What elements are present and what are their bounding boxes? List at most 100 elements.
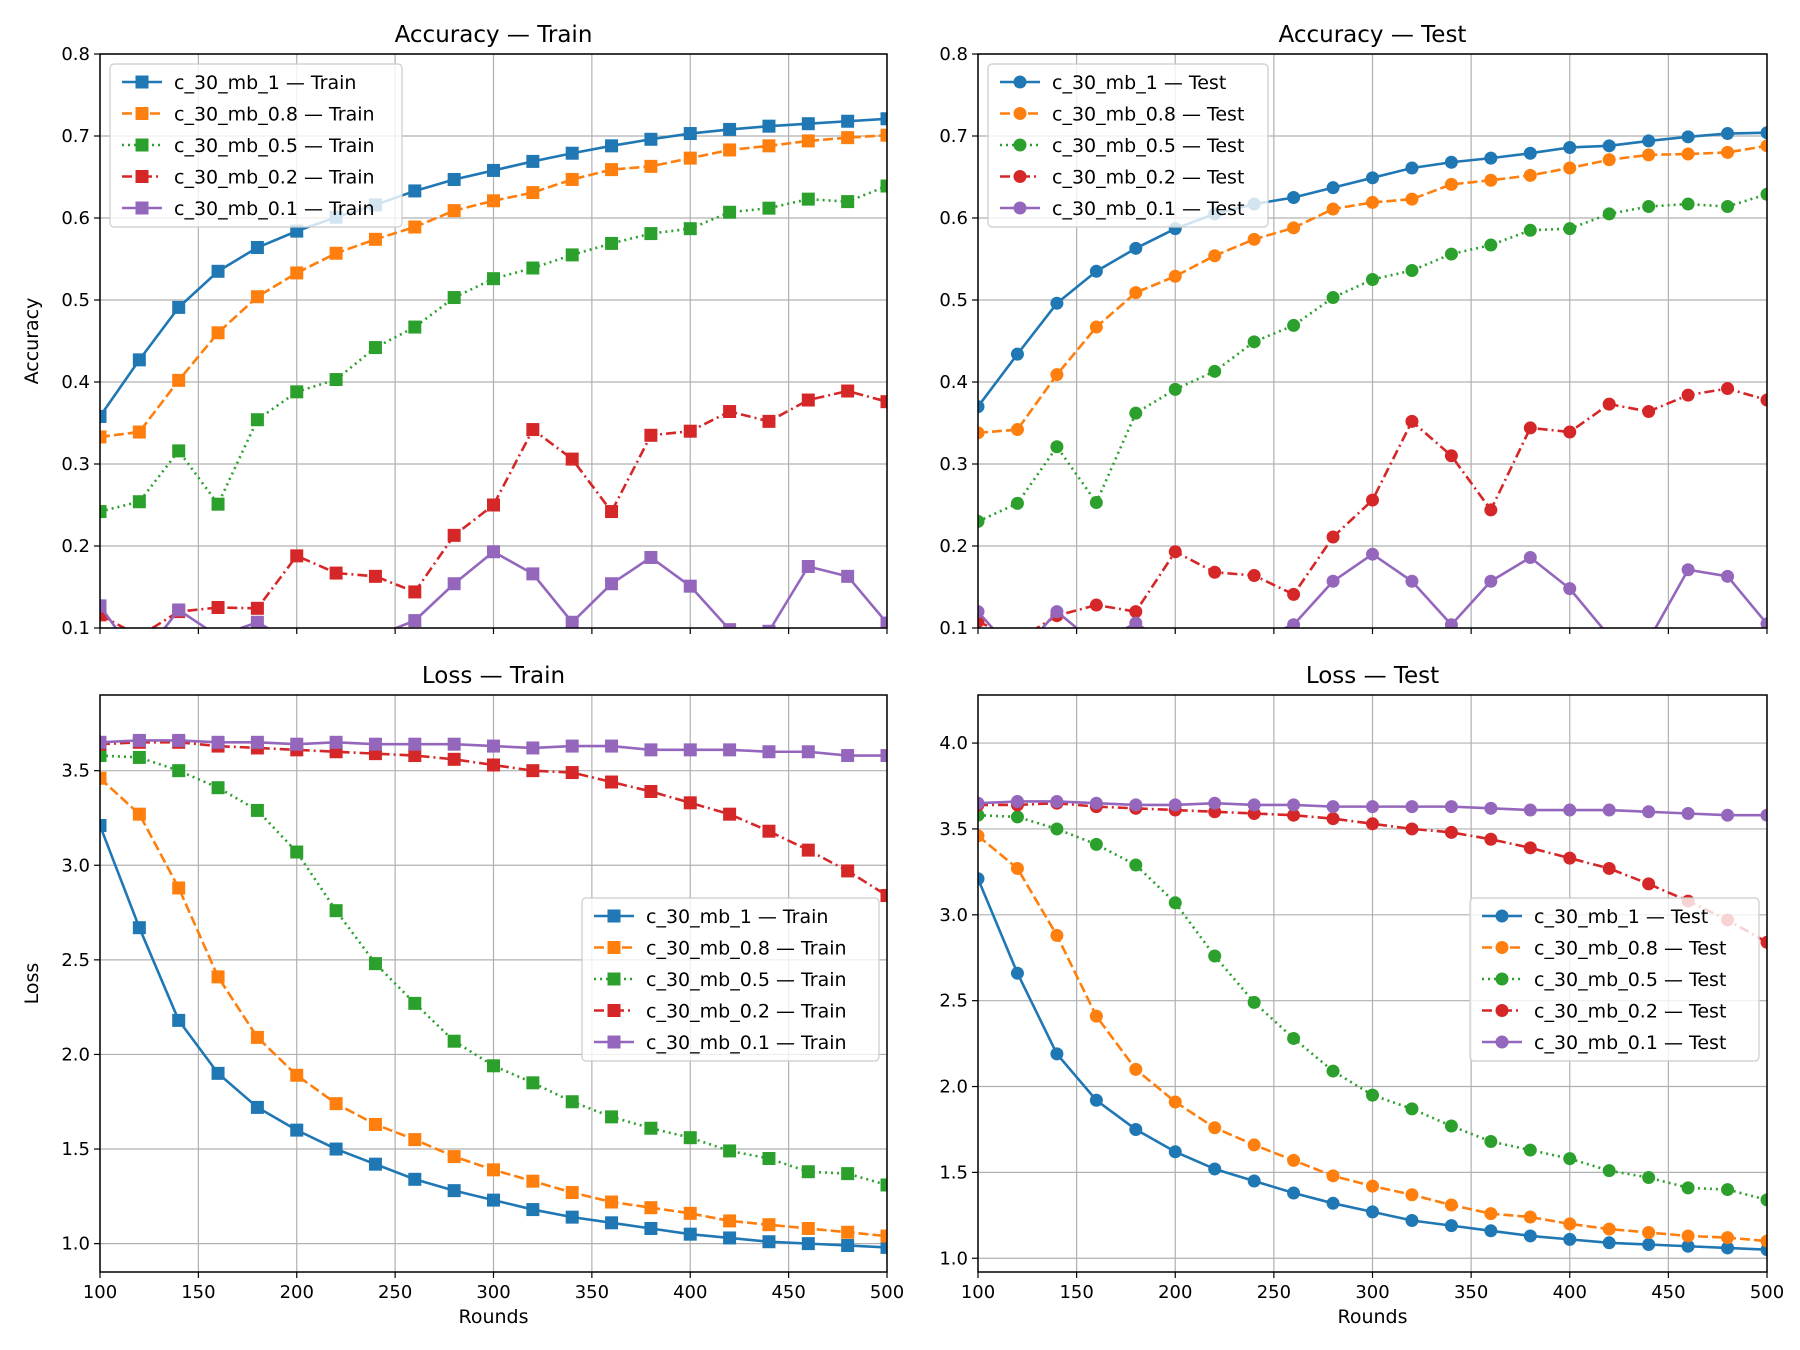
legend-marker bbox=[1495, 1035, 1509, 1049]
data-point bbox=[605, 775, 619, 789]
data-point bbox=[487, 545, 500, 559]
data-point bbox=[250, 241, 264, 255]
series-c-30-mb-0-5-test bbox=[978, 808, 1767, 1207]
data-point bbox=[683, 127, 697, 141]
data-point bbox=[211, 601, 225, 614]
data-point bbox=[1050, 822, 1064, 836]
data-point bbox=[132, 750, 146, 764]
series-c-30-mb-1-train bbox=[100, 819, 887, 1254]
series-c-30-mb-0-1-train bbox=[100, 733, 887, 763]
legend-marker bbox=[135, 75, 149, 89]
legend: c_30_mb_1 — Test c_30_mb_0.8 — Test c_30_m… bbox=[987, 63, 1269, 228]
legend-marker bbox=[135, 107, 149, 120]
data-point bbox=[132, 733, 146, 747]
y-tick-label: 0.4 bbox=[939, 372, 968, 393]
legend-frame bbox=[581, 897, 880, 1062]
data-point bbox=[290, 549, 304, 563]
data-point bbox=[526, 1174, 540, 1188]
y-tick-label: 2.5 bbox=[61, 950, 90, 971]
data-point bbox=[565, 1095, 579, 1109]
data-point bbox=[1326, 291, 1340, 305]
data-point bbox=[1681, 147, 1695, 161]
data-point bbox=[1208, 796, 1222, 810]
legend-marker bbox=[1495, 972, 1509, 986]
data-point bbox=[880, 1229, 887, 1243]
legend-item: c_30_mb_0.5 — Test bbox=[1000, 135, 1244, 157]
data-point bbox=[880, 1240, 887, 1254]
y-tick-label: 2.0 bbox=[61, 1044, 90, 1065]
data-point bbox=[408, 585, 422, 599]
data-point bbox=[978, 605, 985, 619]
y-tick-label: 0.8 bbox=[61, 44, 90, 65]
data-point bbox=[526, 567, 540, 581]
data-point bbox=[1129, 241, 1143, 255]
data-point bbox=[1523, 146, 1537, 160]
data-point bbox=[1050, 1047, 1064, 1061]
x-axis: 100 150 200 250 300 350 400 450 500 bbox=[83, 1272, 904, 1303]
data-point bbox=[1129, 286, 1143, 300]
data-point bbox=[290, 385, 304, 399]
legend-marker bbox=[607, 1035, 621, 1049]
legend-marker bbox=[1013, 201, 1027, 215]
data-point bbox=[1721, 1183, 1735, 1197]
legend-frame bbox=[109, 63, 403, 228]
data-point bbox=[1563, 1152, 1577, 1166]
data-point bbox=[1247, 232, 1261, 246]
data-point bbox=[1681, 1239, 1695, 1253]
data-point bbox=[1642, 805, 1656, 819]
series-c-30-mb-0-1-train bbox=[100, 545, 887, 628]
series-c-30-mb-0-2-train bbox=[100, 384, 887, 628]
data-point bbox=[841, 569, 855, 583]
data-point bbox=[1523, 421, 1537, 435]
data-point bbox=[565, 766, 579, 780]
data-point bbox=[1326, 800, 1340, 814]
data-point bbox=[880, 179, 887, 193]
data-point bbox=[1523, 841, 1537, 855]
data-point bbox=[644, 784, 658, 798]
data-point bbox=[1168, 1095, 1182, 1109]
legend-item: c_30_mb_0.1 — Train bbox=[594, 1032, 847, 1054]
data-point bbox=[368, 341, 382, 355]
plot-area bbox=[978, 126, 1767, 628]
data-point bbox=[565, 615, 579, 628]
data-point bbox=[1484, 1224, 1498, 1238]
y-tick-label: 4.0 bbox=[939, 733, 968, 754]
data-point bbox=[644, 1201, 658, 1215]
plot-area bbox=[978, 794, 1767, 1257]
data-point bbox=[978, 872, 985, 886]
data-point bbox=[565, 172, 579, 186]
y-tick-label: 1.0 bbox=[61, 1234, 90, 1255]
data-point bbox=[762, 1151, 776, 1165]
legend-item: c_30_mb_0.5 — Train bbox=[594, 969, 847, 991]
data-point bbox=[1721, 1241, 1735, 1255]
x-tick-label: 250 bbox=[1257, 1282, 1291, 1303]
data-point bbox=[723, 405, 737, 419]
data-point bbox=[565, 146, 579, 160]
data-point bbox=[1129, 616, 1143, 628]
data-point bbox=[172, 603, 186, 617]
x-axis: 100 150 200 250 300 350 400 450 500 bbox=[961, 1272, 1784, 1303]
data-point bbox=[132, 921, 146, 935]
data-point bbox=[1523, 1229, 1537, 1243]
data-point bbox=[1642, 200, 1656, 214]
data-point bbox=[1366, 800, 1379, 814]
legend-frame bbox=[1469, 897, 1760, 1062]
data-point bbox=[1089, 796, 1103, 810]
data-point bbox=[1287, 618, 1301, 628]
data-point bbox=[1760, 1234, 1767, 1248]
data-point bbox=[290, 1123, 304, 1137]
data-point bbox=[1089, 837, 1103, 851]
data-point bbox=[487, 272, 500, 286]
data-point bbox=[172, 444, 186, 458]
data-point bbox=[447, 737, 461, 751]
data-point bbox=[1405, 1213, 1419, 1227]
data-point bbox=[1642, 1226, 1656, 1240]
data-point bbox=[565, 1210, 579, 1224]
data-point bbox=[880, 395, 887, 409]
data-point bbox=[1642, 1238, 1656, 1252]
data-point bbox=[1089, 598, 1103, 612]
data-point bbox=[1405, 161, 1419, 175]
legend: c_30_mb_1 — Test c_30_mb_0.8 — Test c_30_m… bbox=[1469, 897, 1760, 1062]
data-point bbox=[1247, 1138, 1261, 1152]
data-point bbox=[1563, 1232, 1577, 1246]
